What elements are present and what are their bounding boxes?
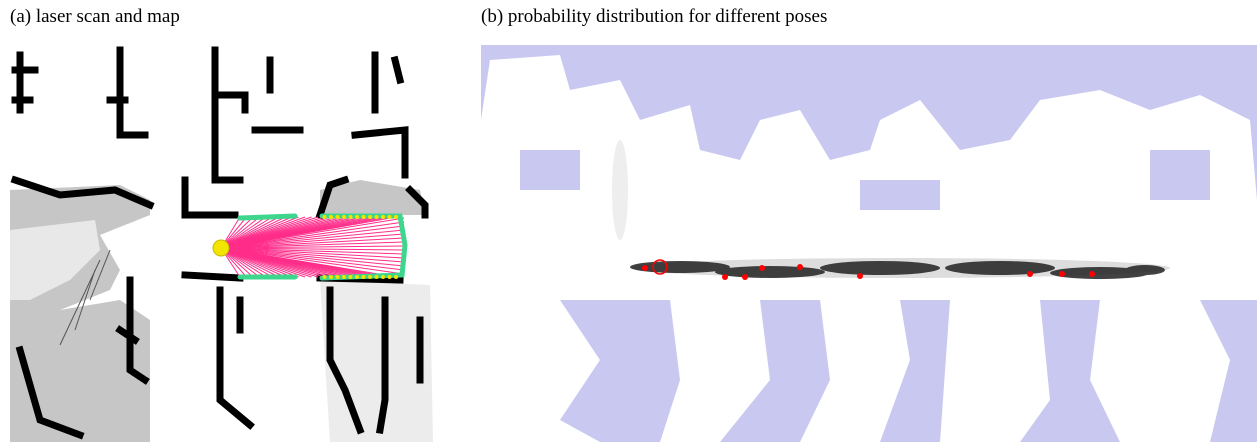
scan-point xyxy=(355,275,359,279)
scan-point xyxy=(329,275,333,279)
scan-point xyxy=(336,215,340,219)
scan-point xyxy=(388,215,392,219)
scan-point xyxy=(355,215,359,219)
scan-point xyxy=(381,275,385,279)
scan-point xyxy=(342,215,346,219)
scan-point xyxy=(381,215,385,219)
laser-scan-map xyxy=(10,45,433,442)
scan-point xyxy=(394,275,398,279)
scan-point xyxy=(329,215,333,219)
scan-point xyxy=(388,275,392,279)
scan-point xyxy=(394,215,398,219)
scan-point xyxy=(323,275,327,279)
scan-point xyxy=(362,215,366,219)
scan-point xyxy=(342,275,346,279)
scan-point xyxy=(349,215,353,219)
figure: (a) laser scan and map (b) probability d… xyxy=(0,0,1257,442)
scan-point xyxy=(368,275,372,279)
scan-point xyxy=(349,275,353,279)
probability-map xyxy=(481,45,1257,442)
figure-images xyxy=(0,0,1257,442)
scan-point xyxy=(375,215,379,219)
scan-point xyxy=(336,275,340,279)
scan-point xyxy=(375,275,379,279)
scan-point xyxy=(323,215,327,219)
scan-point xyxy=(368,215,372,219)
scan-point xyxy=(362,275,366,279)
